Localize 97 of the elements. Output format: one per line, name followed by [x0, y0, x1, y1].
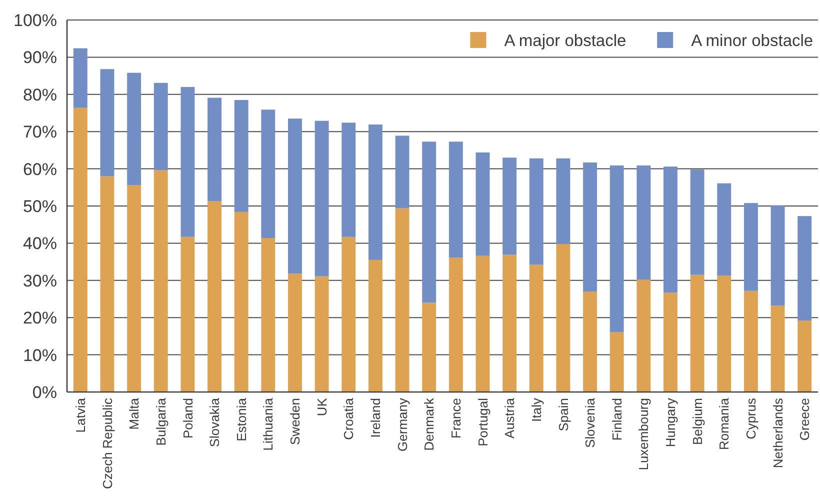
y-tick-label: 100% — [14, 10, 57, 30]
x-tick-label: Poland — [180, 398, 196, 438]
y-tick-label: 70% — [22, 122, 57, 142]
bar — [798, 216, 812, 321]
x-tick-label: Romania — [716, 397, 732, 450]
x-tick-label: Portugal — [475, 398, 490, 446]
bar — [556, 158, 570, 244]
x-tick-label: Czech Republic — [100, 398, 115, 490]
x-tick-label: France — [448, 398, 464, 438]
bar — [154, 82, 168, 170]
bar — [717, 276, 732, 392]
y-tick-label: 60% — [22, 160, 57, 179]
bar — [636, 280, 651, 392]
legend-label: A major obstacle — [504, 32, 626, 50]
bar — [261, 238, 276, 392]
y-tick-label: 40% — [22, 234, 57, 254]
legend-label: A minor obstacle — [691, 32, 814, 50]
bar — [234, 212, 248, 392]
bar — [288, 118, 302, 274]
bar — [476, 256, 490, 392]
bar — [502, 158, 517, 255]
bar — [770, 306, 785, 392]
bar — [208, 201, 222, 392]
x-tick-label: Cyprus — [743, 398, 758, 440]
x-tick-label: Greece — [797, 398, 812, 441]
x-tick-label: Lithuania — [260, 397, 276, 451]
x-tick-label: Germany — [394, 398, 410, 452]
x-tick-label: Spain — [556, 398, 571, 432]
bar — [422, 302, 436, 392]
x-tick-label: Denmark — [422, 398, 437, 451]
x-tick-label: Estonia — [234, 397, 249, 442]
x-tick-label: Finland — [609, 398, 624, 441]
y-tick-label: 0% — [32, 382, 57, 402]
bar — [744, 203, 758, 291]
x-tick-label: Austria — [502, 397, 518, 438]
bar — [208, 98, 222, 202]
bar — [664, 292, 678, 392]
x-tick-label: UK — [314, 398, 330, 416]
y-tick-label: 50% — [22, 196, 57, 216]
bar — [690, 170, 704, 275]
bar — [529, 264, 544, 392]
bar — [342, 122, 356, 237]
x-tick-label: Slovenia — [582, 397, 598, 448]
bar — [261, 110, 276, 238]
bar — [127, 72, 142, 186]
bar — [583, 162, 597, 292]
bar — [448, 142, 463, 258]
bar — [476, 152, 490, 256]
bar — [154, 170, 168, 392]
y-tick-label: 20% — [22, 308, 57, 328]
x-tick-label: Luxembourg — [636, 398, 652, 470]
bar — [690, 274, 704, 392]
x-tick-label: Hungary — [663, 398, 678, 448]
bar — [100, 176, 114, 392]
bar — [717, 183, 732, 276]
bar — [368, 124, 382, 260]
bar — [636, 165, 651, 280]
bar — [395, 136, 410, 208]
bar — [556, 244, 570, 392]
x-tick-label: Malta — [126, 397, 142, 430]
bar — [100, 69, 114, 176]
bar — [127, 185, 142, 392]
bar — [288, 274, 302, 392]
x-tick-label: Belgium — [690, 398, 705, 445]
bar — [395, 208, 410, 392]
bar — [502, 254, 517, 392]
y-tick-label: 90% — [22, 48, 57, 68]
bar — [314, 276, 329, 392]
bar — [610, 165, 624, 332]
bar — [73, 108, 88, 392]
bar — [798, 320, 812, 392]
x-tick-label: Netherlands — [770, 398, 786, 468]
y-tick-label: 30% — [22, 271, 57, 290]
bar — [770, 205, 785, 306]
x-tick-label: Sweden — [288, 398, 303, 445]
bar — [73, 48, 88, 108]
x-tick-label: Croatia — [341, 397, 356, 440]
bar — [583, 292, 597, 392]
bar — [448, 258, 463, 392]
x-tick-label: Latvia — [72, 397, 88, 433]
x-tick-label: Bulgaria — [153, 397, 168, 446]
y-tick-label: 80% — [22, 85, 57, 104]
bar — [342, 236, 356, 392]
bar — [180, 86, 195, 237]
x-tick-label: Italy — [528, 398, 544, 422]
bar — [529, 158, 544, 265]
bar — [180, 236, 195, 392]
bar — [368, 260, 382, 392]
bar — [234, 100, 248, 212]
bar — [744, 290, 758, 392]
y-tick-label: 10% — [22, 346, 57, 365]
bar — [664, 166, 678, 293]
x-tick-label: Slovakia — [207, 397, 222, 448]
bar — [314, 120, 329, 276]
bar — [610, 332, 624, 392]
x-tick-label: Ireland — [368, 398, 383, 438]
bar — [422, 142, 436, 303]
